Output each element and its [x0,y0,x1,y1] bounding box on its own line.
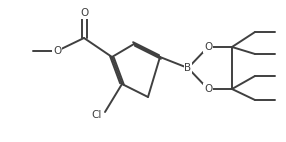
Text: O: O [204,84,212,94]
Text: O: O [80,8,88,18]
Text: O: O [53,46,61,56]
Text: O: O [204,42,212,52]
Text: Cl: Cl [92,110,102,120]
Text: B: B [184,63,192,73]
